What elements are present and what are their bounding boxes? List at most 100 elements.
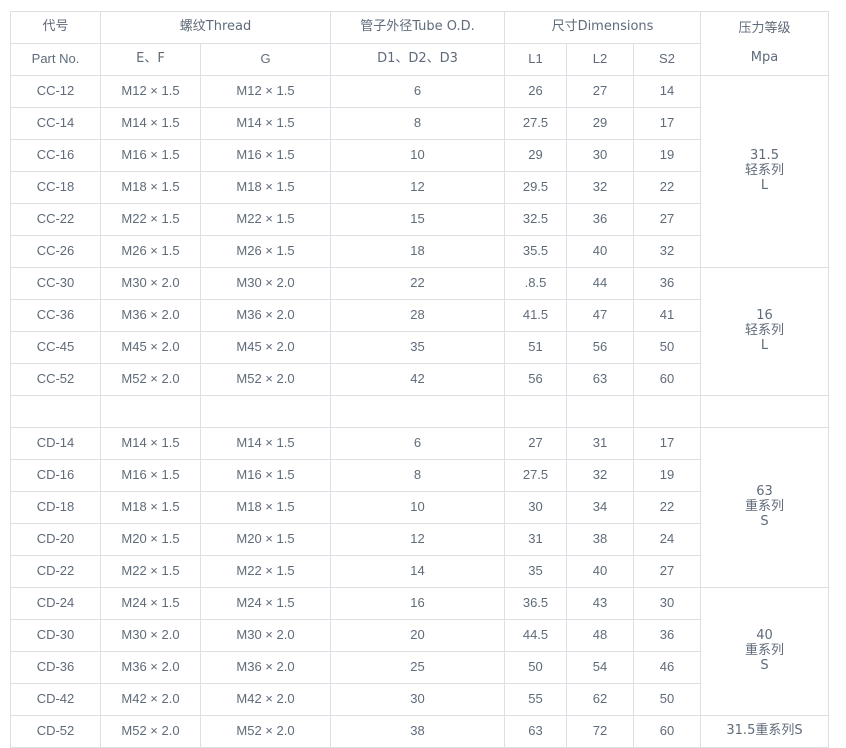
header-dim-s2: S2 <box>633 43 701 76</box>
header-thread-group: 螺纹Thread <box>100 11 331 44</box>
cell-thread-g <box>200 395 331 428</box>
cell-dim-s2: 19 <box>633 139 701 172</box>
cell-dim-l2: 44 <box>566 267 634 300</box>
cell-tube-od: 15 <box>330 203 505 236</box>
cell-tube-od: 20 <box>330 619 505 652</box>
cell-thread-g: M22 × 1.5 <box>200 555 331 588</box>
cell-dim-l1: 26 <box>504 75 567 108</box>
cell-thread-g: M36 × 2.0 <box>200 299 331 332</box>
cell-dim-s2 <box>633 395 701 428</box>
cell-pressure-rating: 63 重系列 S <box>700 427 829 588</box>
cell-part-no: CC-30 <box>10 267 101 300</box>
cell-thread-ef: M36 × 2.0 <box>100 299 201 332</box>
cell-part-no: CD-36 <box>10 651 101 684</box>
cell-pressure-rating: 31.5 轻系列 L <box>700 75 829 268</box>
cell-thread-ef: M20 × 1.5 <box>100 523 201 556</box>
cell-pressure-rating: 40 重系列 S <box>700 587 829 716</box>
cell-thread-ef: M18 × 1.5 <box>100 491 201 524</box>
pressure-value: 63 <box>756 484 773 500</box>
header-thread-ef: E、F <box>100 43 201 76</box>
cell-tube-od: 8 <box>330 107 505 140</box>
cell-dim-s2: 27 <box>633 555 701 588</box>
cell-tube-od: 10 <box>330 491 505 524</box>
cell-thread-g: M24 × 1.5 <box>200 587 331 620</box>
spec-table-container: 代号 螺纹Thread 管子外径Tube O.D. 尺寸Dimensions 压… <box>10 11 829 748</box>
cell-dim-l2: 40 <box>566 555 634 588</box>
header-pressure-rating-group: 压力等级 Mpa <box>700 11 829 76</box>
cell-dim-s2: 50 <box>633 331 701 364</box>
cell-thread-g: M12 × 1.5 <box>200 75 331 108</box>
table-row: CC-52 M52 × 2.0 M52 × 2.0 42 56 63 60 <box>10 363 829 396</box>
table-row: CC-30 M30 × 2.0 M30 × 2.0 22.8.5 44 36 16 轻系列 L <box>10 267 829 396</box>
cell-dim-l1: .8.5 <box>504 267 567 300</box>
header-part-no-en: Part No. <box>10 43 101 76</box>
cell-thread-g: M20 × 1.5 <box>200 523 331 556</box>
cell-part-no: CD-20 <box>10 523 101 556</box>
header-pressure-label: 压力等级 <box>738 20 791 36</box>
cell-tube-od: 28 <box>330 299 505 332</box>
cell-tube-od: 14 <box>330 555 505 588</box>
pressure-value: 31.5 <box>750 148 779 164</box>
cell-tube-od: 22 <box>330 267 505 300</box>
cell-tube-od: 38 <box>330 715 505 748</box>
cell-tube-od: 12 <box>330 523 505 556</box>
table-row: CD-30 M30 × 2.0 M30 × 2.0 20 44.5 48 36 <box>10 619 829 652</box>
table-row: CD-14 M14 × 1.5 M14 × 1.5 6 27 31 17 63 重系列 S <box>10 427 829 588</box>
pressure-series: 重系列 <box>744 499 784 515</box>
cell-dim-s2: 19 <box>633 459 701 492</box>
table-row: CD-24 M24 × 1.5 M24 × 1.5 16 36.5 43 30 40 重系列 S <box>10 587 829 716</box>
cell-thread-g: M16 × 1.5 <box>200 459 331 492</box>
cell-thread-ef: M18 × 1.5 <box>100 171 201 204</box>
header-thread-g: G <box>200 43 331 76</box>
cell-dim-l1: 36.5 <box>504 587 567 620</box>
cell-thread-g: M30 × 2.0 <box>200 619 331 652</box>
cell-dim-s2: 60 <box>633 363 701 396</box>
cell-thread-g: M52 × 2.0 <box>200 715 331 748</box>
cell-dim-s2: 60 <box>633 715 701 748</box>
cell-thread-g: M16 × 1.5 <box>200 139 331 172</box>
cell-tube-od: 16 <box>330 587 505 620</box>
cell-thread-g: M52 × 2.0 <box>200 363 331 396</box>
cell-tube-od: 42 <box>330 363 505 396</box>
cell-part-no: CD-30 <box>10 619 101 652</box>
cell-dim-s2: 17 <box>633 427 701 460</box>
fitting-specification-table: 代号 螺纹Thread 管子外径Tube O.D. 尺寸Dimensions 压… <box>10 11 829 748</box>
cell-tube-od: 30 <box>330 683 505 716</box>
table-row: CD-36 M36 × 2.0 M36 × 2.0 25 50 54 46 <box>10 651 829 684</box>
cell-dim-l1: 27.5 <box>504 107 567 140</box>
cell-pressure-rating: 16 轻系列 L <box>700 267 829 396</box>
cell-part-no: CD-18 <box>10 491 101 524</box>
cell-dim-s2: 22 <box>633 171 701 204</box>
cell-tube-od: 35 <box>330 331 505 364</box>
cell-dim-l1: 30 <box>504 491 567 524</box>
cell-dim-l1: 56 <box>504 363 567 396</box>
cell-tube-od: 25 <box>330 651 505 684</box>
cell-thread-ef: M16 × 1.5 <box>100 459 201 492</box>
cell-thread-g: M30 × 2.0 <box>200 267 331 300</box>
cell-part-no: CC-12 <box>10 75 101 108</box>
cell-part-no: CD-22 <box>10 555 101 588</box>
table-row: CD-52 M52 × 2.0 M52 × 2.0 38 63 72 60 31.5重系列S <box>10 715 829 748</box>
cell-thread-g: M26 × 1.5 <box>200 235 331 268</box>
cell-dim-l1: 44.5 <box>504 619 567 652</box>
table-row: CC-45 M45 × 2.0 M45 × 2.0 35 51 56 50 <box>10 331 829 364</box>
cell-dim-l2: 32 <box>566 459 634 492</box>
table-header: 代号 螺纹Thread 管子外径Tube O.D. 尺寸Dimensions 压… <box>10 11 829 76</box>
cell-dim-l1: 27.5 <box>504 459 567 492</box>
cell-tube-od: 10 <box>330 139 505 172</box>
cell-dim-l2: 47 <box>566 299 634 332</box>
cell-thread-ef: M30 × 2.0 <box>100 619 201 652</box>
cell-dim-l1: 55 <box>504 683 567 716</box>
header-dim-l2: L2 <box>566 43 634 76</box>
cell-dim-l2: 31 <box>566 427 634 460</box>
header-row-group: 代号 螺纹Thread 管子外径Tube O.D. 尺寸Dimensions 压… <box>10 11 829 76</box>
cell-dim-l2: 40 <box>566 235 634 268</box>
pressure-series: 轻系列 <box>744 163 784 179</box>
cell-thread-ef: M26 × 1.5 <box>100 235 201 268</box>
cell-dim-l2: 38 <box>566 523 634 556</box>
cell-part-no: CD-52 <box>10 715 101 748</box>
cell-thread-g: M36 × 2.0 <box>200 651 331 684</box>
cell-part-no: CC-26 <box>10 235 101 268</box>
header-tube-od-group: 管子外径Tube O.D. <box>330 11 505 44</box>
pressure-series: 轻系列 <box>744 323 784 339</box>
